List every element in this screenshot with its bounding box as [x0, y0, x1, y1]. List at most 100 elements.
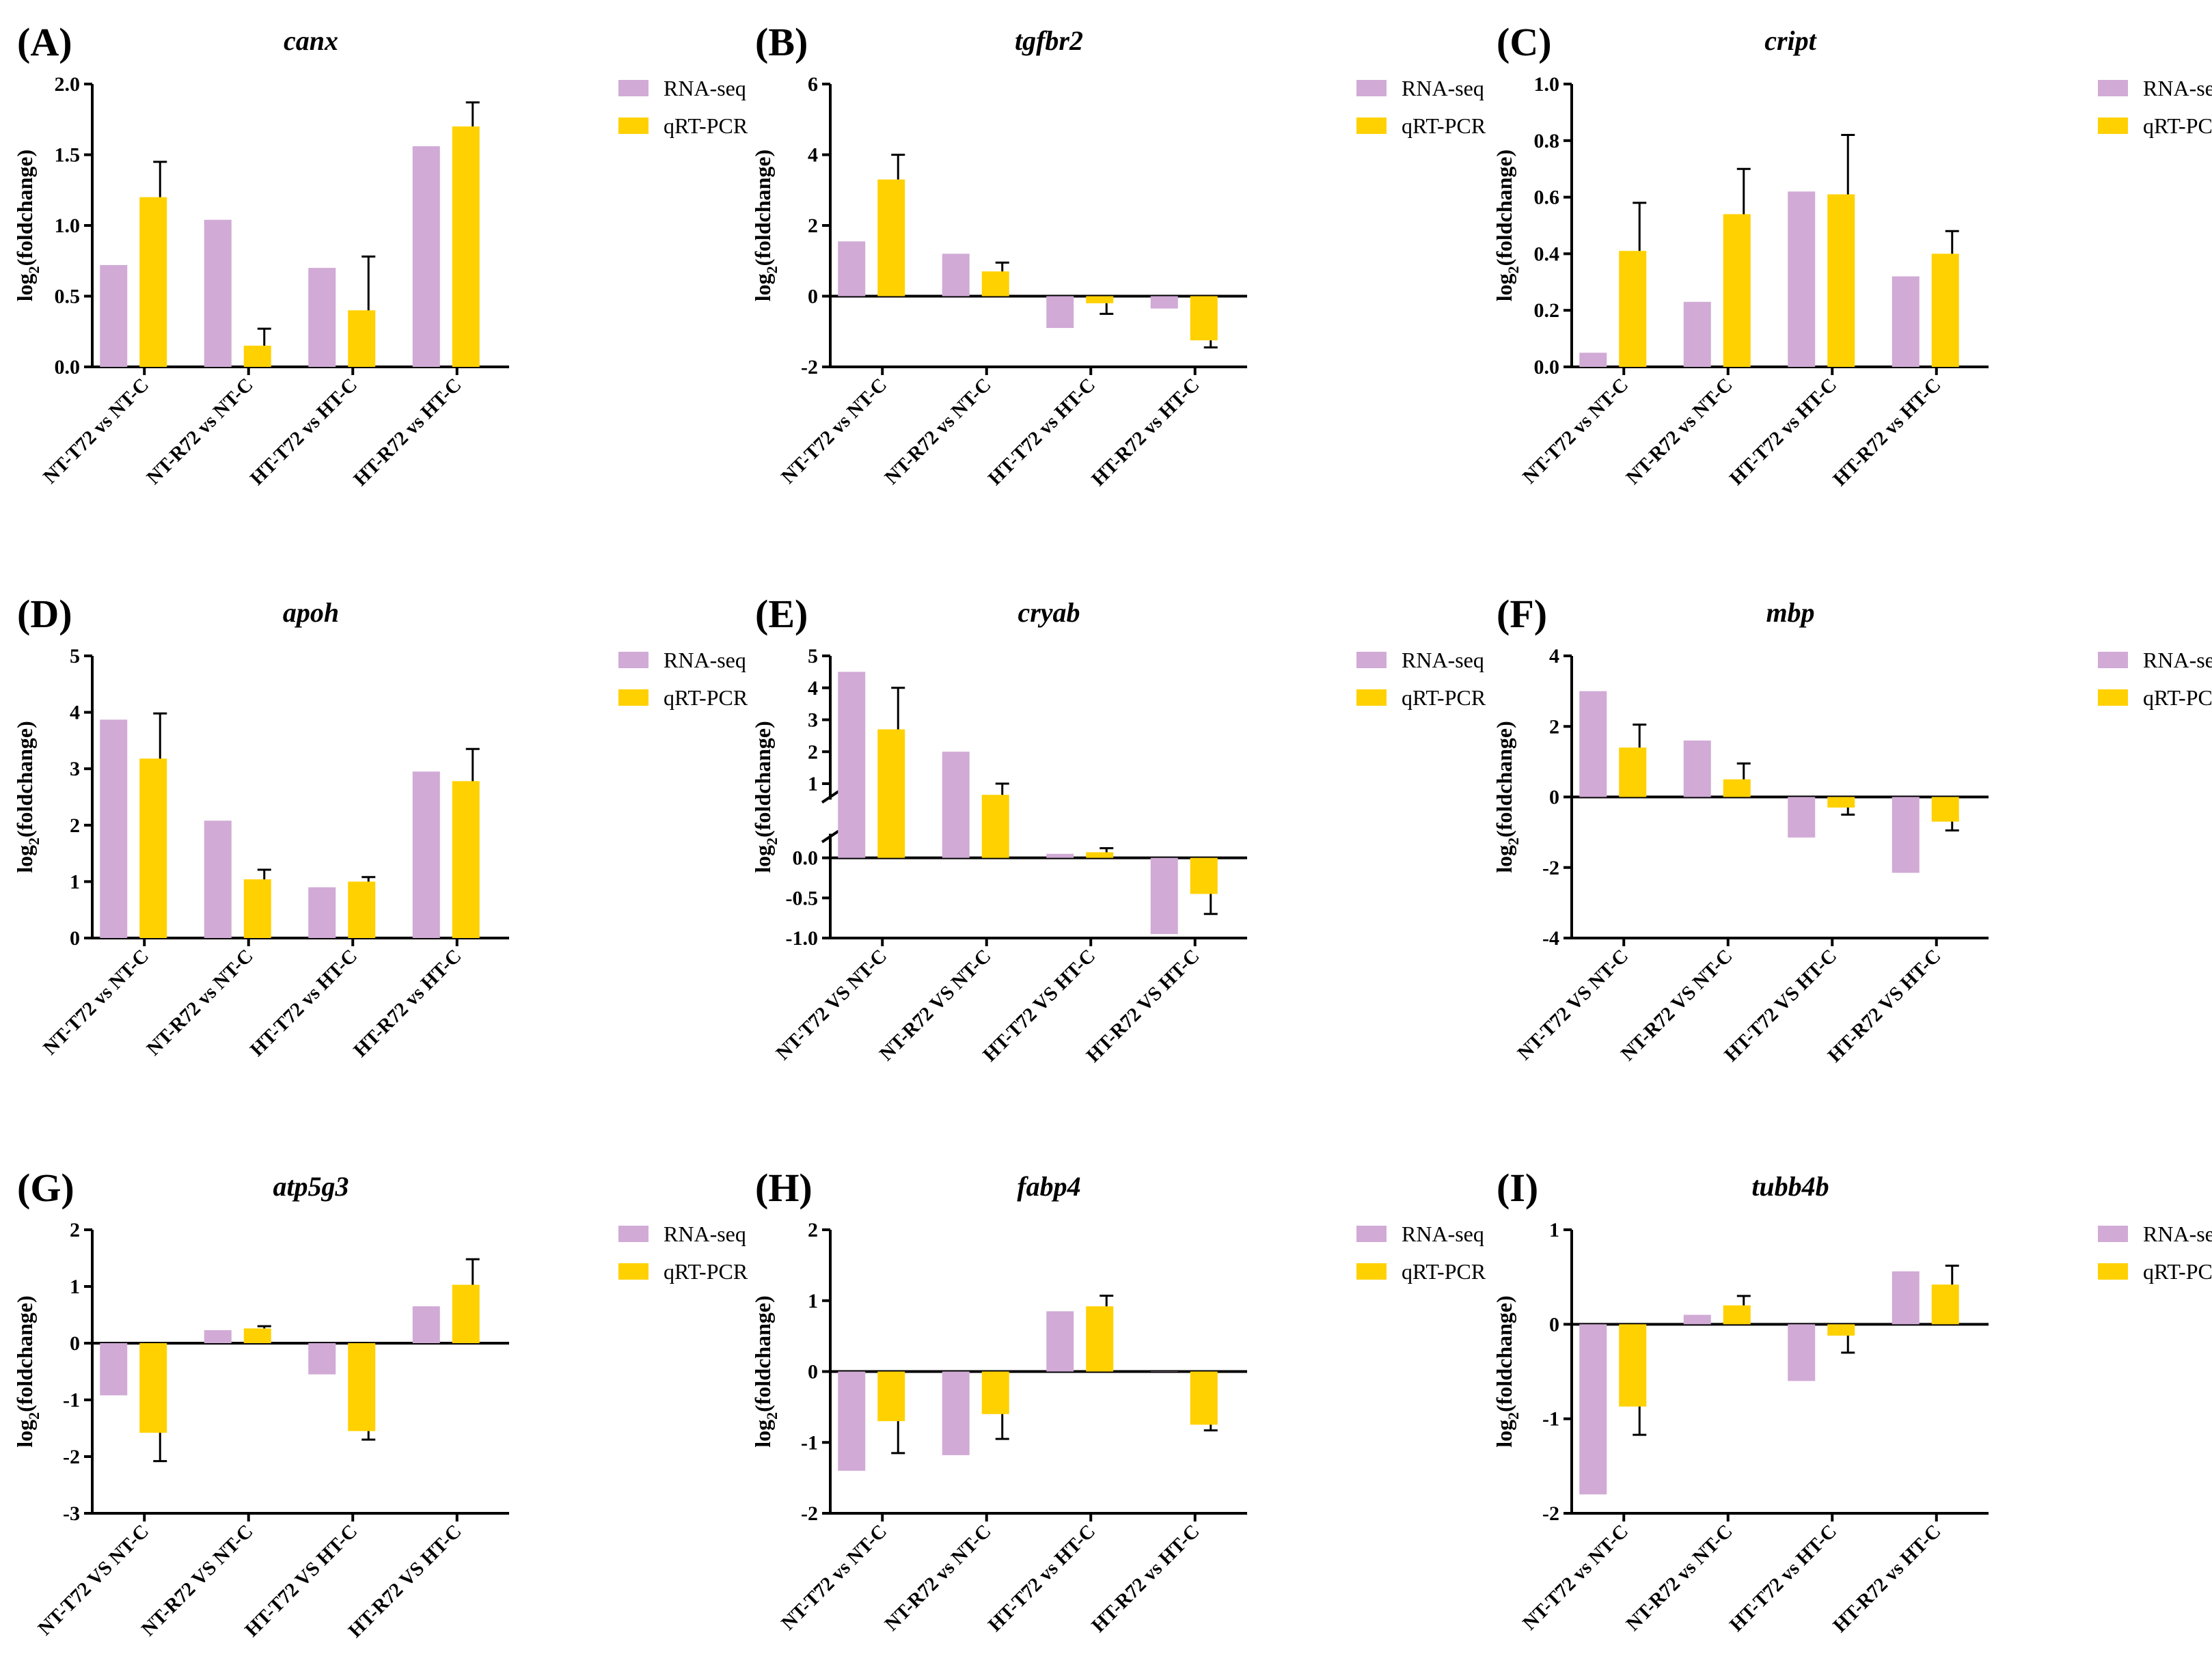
y-axis-label: log2(foldchange) — [750, 150, 780, 302]
y-tick-label: 0.8 — [1534, 130, 1560, 152]
y-tick-label: 0.0 — [55, 356, 81, 378]
y-tick-label: -1 — [63, 1389, 80, 1412]
legend-swatch-qrt-pcr — [618, 1263, 648, 1280]
x-tick-label: HT-T72 vs HT-C — [984, 1520, 1100, 1636]
legend-label-qrt-pcr: qRT-PCR — [2143, 1259, 2212, 1284]
bar-rna-seq — [412, 1306, 440, 1343]
bar-rna-seq — [942, 752, 970, 858]
bar-rna-seq — [942, 1371, 970, 1455]
x-tick-label: HT-T72 VS HT-C — [1720, 945, 1841, 1066]
y-tick-label: -2 — [801, 356, 818, 378]
y-tick-label: 0.6 — [1534, 187, 1560, 209]
chart-title: fabp4 — [1017, 1171, 1080, 1202]
x-tick-label: NT-T72 VS NT-C — [1514, 945, 1633, 1064]
y-tick-label: 2 — [70, 1219, 80, 1241]
legend-label-qrt-pcr: qRT-PCR — [2143, 113, 2212, 138]
bar-qrt-pcr — [1723, 779, 1751, 797]
legend-swatch-qrt-pcr — [2098, 118, 2128, 134]
legend-swatch-rna-seq — [2098, 80, 2128, 96]
y-tick-label: 0.2 — [1534, 299, 1560, 322]
x-tick-label: HT-R72 vs HT-C — [349, 945, 465, 1061]
bar-qrt-pcr — [981, 795, 1009, 858]
y-tick-label: 2.0 — [55, 73, 81, 96]
bar-qrt-pcr — [452, 781, 480, 938]
bar-rna-seq — [1579, 691, 1607, 797]
y-tick-label: -2 — [1542, 857, 1559, 879]
y-tick-label: 0.0 — [1534, 356, 1560, 378]
y-tick-label: 2 — [1549, 715, 1559, 738]
bar-rna-seq — [1683, 301, 1711, 367]
legend-label-qrt-pcr: qRT-PCR — [2143, 685, 2212, 710]
legend-swatch-rna-seq — [618, 652, 648, 668]
chart-panel-h: (H) fabp4 log2(foldchange) -2 -1 0 1 2 NT-T72 vs… — [750, 1166, 1486, 1637]
bar-qrt-pcr — [1723, 214, 1751, 367]
bar-rna-seq — [1150, 1371, 1178, 1372]
legend-swatch-rna-seq — [2098, 652, 2128, 668]
y-tick-label: 0 — [70, 927, 80, 950]
chart-title: tgfbr2 — [1015, 25, 1083, 56]
chart-title: tubb4b — [1751, 1171, 1829, 1202]
legend-swatch-qrt-pcr — [1356, 1263, 1387, 1280]
panel-letter: (I) — [1497, 1166, 1538, 1210]
bar-rna-seq — [308, 268, 336, 367]
bar-qrt-pcr — [877, 1371, 905, 1422]
y-tick-label: -2 — [63, 1446, 80, 1468]
y-tick-label: 1 — [1549, 1219, 1559, 1241]
y-tick-label: 1 — [70, 1276, 80, 1298]
x-tick-label: HT-R72 vs HT-C — [1829, 1520, 1945, 1636]
chart-panel-e: (E) cryab log2(foldchange) -1.0 -0.5 0.0 1 2 3 4 5… — [750, 592, 1486, 1066]
x-tick-label: NT-R72 VS NT-C — [1617, 945, 1737, 1065]
legend-swatch-rna-seq — [1356, 80, 1387, 96]
y-tick-label: 0 — [1549, 1313, 1559, 1336]
x-tick-label: NT-R72 vs NT-C — [143, 945, 258, 1060]
bar-rna-seq — [1788, 191, 1816, 367]
y-tick-label: 2 — [808, 215, 818, 237]
y-tick-label: -0.5 — [786, 887, 819, 909]
y-tick-label: -4 — [1542, 927, 1559, 950]
chart-title: mbp — [1766, 597, 1814, 628]
y-axis-label: log2(foldchange) — [12, 721, 42, 873]
legend-label-qrt-pcr: qRT-PCR — [1402, 113, 1486, 138]
x-tick-label: HT-T72 vs HT-C — [1725, 1520, 1841, 1636]
legend-label-qrt-pcr: qRT-PCR — [1402, 685, 1486, 710]
bar-qrt-pcr — [139, 758, 167, 938]
bar-rna-seq — [204, 1330, 232, 1343]
legend-swatch-rna-seq — [1356, 1226, 1387, 1242]
bar-qrt-pcr — [1931, 253, 1959, 367]
panel-letter: (B) — [755, 20, 808, 64]
chart-title: atp5g3 — [273, 1171, 349, 1202]
legend-swatch-rna-seq — [618, 80, 648, 96]
bar-qrt-pcr — [981, 1371, 1009, 1414]
bar-rna-seq — [308, 1343, 336, 1375]
legend-label-qrt-pcr: qRT-PCR — [664, 113, 748, 138]
axis-break-mark — [821, 829, 840, 844]
y-tick-label: 1 — [808, 773, 818, 795]
y-tick-label: 3 — [70, 758, 80, 780]
legend-label-rna-seq: RNA-seq — [664, 648, 746, 672]
legend-label-qrt-pcr: qRT-PCR — [664, 685, 748, 710]
legend-label-rna-seq: RNA-seq — [664, 1222, 746, 1246]
bar-rna-seq — [308, 887, 336, 938]
y-tick-label: -2 — [1542, 1502, 1559, 1525]
x-tick-label: NT-T72 vs NT-C — [39, 374, 153, 488]
x-tick-label: HT-T72 vs HT-C — [984, 374, 1100, 489]
bar-qrt-pcr — [452, 126, 480, 367]
x-tick-label: NT-T72 VS NT-C — [34, 1520, 154, 1640]
legend-label-rna-seq: RNA-seq — [1402, 76, 1484, 100]
y-axis-label: log2(foldchange) — [1492, 1295, 1522, 1448]
legend-label-rna-seq: RNA-seq — [2143, 648, 2212, 672]
x-tick-label: NT-R72 VS NT-C — [137, 1520, 258, 1640]
chart-panel-a: (A) canx log2(foldchange) 0.0 0.5 1.0 1.5 2.0 NT… — [12, 20, 748, 491]
x-tick-label: HT-T72 VS HT-C — [241, 1520, 361, 1641]
y-tick-label: 1.5 — [55, 144, 81, 167]
bar-qrt-pcr — [1619, 747, 1647, 797]
legend-swatch-rna-seq — [2098, 1226, 2128, 1242]
bar-rna-seq — [838, 1371, 866, 1471]
bar-rna-seq — [412, 146, 440, 367]
bar-rna-seq — [1046, 296, 1074, 329]
legend-swatch-qrt-pcr — [2098, 689, 2128, 706]
x-tick-label: NT-T72 VS NT-C — [772, 945, 892, 1064]
bar-rna-seq — [204, 821, 232, 938]
bar-rna-seq — [412, 771, 440, 938]
